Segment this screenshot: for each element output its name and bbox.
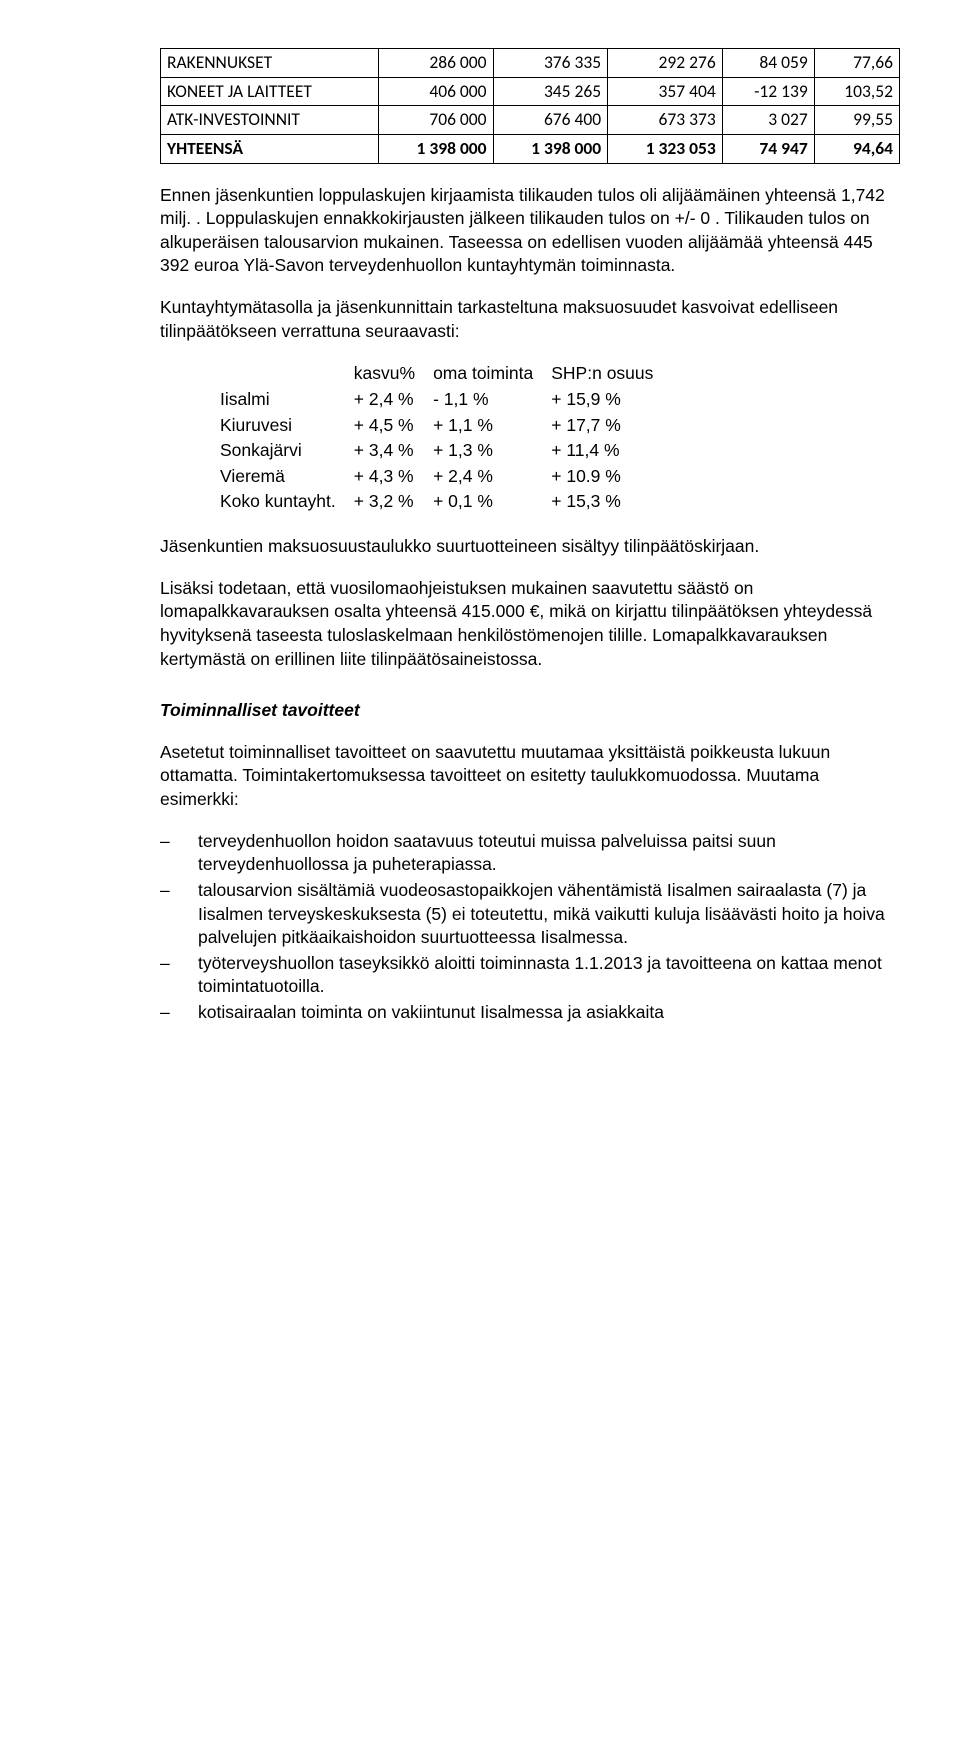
cell-value: + 1,3 %: [433, 438, 551, 464]
table-header-row: kasvu% oma toiminta SHP:n osuus: [220, 361, 671, 387]
cell-value: 345 265: [493, 77, 608, 106]
cell-header: kasvu%: [354, 361, 433, 387]
list-item: kotisairaalan toiminta on vakiintunut Ii…: [160, 1001, 900, 1025]
cell-value: 84 059: [722, 49, 814, 78]
cell-label: YHTEENSÄ: [161, 134, 379, 163]
cell-value: + 17,7 %: [551, 413, 671, 439]
cell-label: Vieremä: [220, 464, 354, 490]
cell-value: + 3,2 %: [354, 489, 433, 515]
cell-value: + 4,5 %: [354, 413, 433, 439]
table-row: Vieremä + 4,3 % + 2,4 % + 10.9 %: [220, 464, 671, 490]
table-row: Sonkajärvi + 3,4 % + 1,3 % + 11,4 %: [220, 438, 671, 464]
cell-value: 103,52: [814, 77, 899, 106]
cell-value: + 0,1 %: [433, 489, 551, 515]
cell-value: 74 947: [722, 134, 814, 163]
cell-header: oma toiminta: [433, 361, 551, 387]
paragraph: Kuntayhtymätasolla ja jäsenkunnittain ta…: [160, 296, 900, 343]
table-row: Iisalmi + 2,4 % - 1,1 % + 15,9 %: [220, 387, 671, 413]
bullet-list: terveydenhuollon hoidon saatavuus toteut…: [160, 830, 900, 1025]
cell-value: + 2,4 %: [354, 387, 433, 413]
table-row: ATK-INVESTOINNIT 706 000 676 400 673 373…: [161, 106, 900, 135]
cell-value: + 3,4 %: [354, 438, 433, 464]
cell-value: + 15,9 %: [551, 387, 671, 413]
cell-value: 1 398 000: [378, 134, 493, 163]
cell-value: 77,66: [814, 49, 899, 78]
cell-label: KONEET JA LAITTEET: [161, 77, 379, 106]
cell-value: 292 276: [608, 49, 723, 78]
cell-value: 94,64: [814, 134, 899, 163]
table-row: Kiuruvesi + 4,5 % + 1,1 % + 17,7 %: [220, 413, 671, 439]
cell-value: - 1,1 %: [433, 387, 551, 413]
section-heading: Toiminnalliset tavoitteet: [160, 699, 900, 723]
paragraph: Lisäksi todetaan, että vuosilomaohjeistu…: [160, 577, 900, 672]
list-item: työterveyshuollon taseyksikkö aloitti to…: [160, 952, 900, 999]
paragraph: Ennen jäsenkuntien loppulaskujen kirjaam…: [160, 184, 900, 279]
cell-header: SHP:n osuus: [551, 361, 671, 387]
cell-value: 1 323 053: [608, 134, 723, 163]
paragraph: Asetetut toiminnalliset tavoitteet on sa…: [160, 741, 900, 812]
cell-value: + 10.9 %: [551, 464, 671, 490]
cell-value: 376 335: [493, 49, 608, 78]
table-total-row: YHTEENSÄ 1 398 000 1 398 000 1 323 053 7…: [161, 134, 900, 163]
cell-value: 673 373: [608, 106, 723, 135]
cell-value: 357 404: [608, 77, 723, 106]
cell-value: 706 000: [378, 106, 493, 135]
table-row: RAKENNUKSET 286 000 376 335 292 276 84 0…: [161, 49, 900, 78]
table-row: Koko kuntayht. + 3,2 % + 0,1 % + 15,3 %: [220, 489, 671, 515]
cell-value: -12 139: [722, 77, 814, 106]
cell-value: 3 027: [722, 106, 814, 135]
cell-value: + 1,1 %: [433, 413, 551, 439]
list-item: terveydenhuollon hoidon saatavuus toteut…: [160, 830, 900, 877]
cell-value: + 11,4 %: [551, 438, 671, 464]
cell-value: + 2,4 %: [433, 464, 551, 490]
cell-value: 676 400: [493, 106, 608, 135]
cell-label: Iisalmi: [220, 387, 354, 413]
cell-header: [220, 361, 354, 387]
table-row: KONEET JA LAITTEET 406 000 345 265 357 4…: [161, 77, 900, 106]
cell-value: + 4,3 %: [354, 464, 433, 490]
list-item: talousarvion sisältämiä vuodeosastopaikk…: [160, 879, 900, 950]
cell-value: 286 000: [378, 49, 493, 78]
investment-table: RAKENNUKSET 286 000 376 335 292 276 84 0…: [160, 48, 900, 164]
cell-value: 99,55: [814, 106, 899, 135]
growth-table: kasvu% oma toiminta SHP:n osuus Iisalmi …: [220, 361, 671, 515]
paragraph: Jäsenkuntien maksuosuustaulukko suurtuot…: [160, 535, 900, 559]
cell-label: Kiuruvesi: [220, 413, 354, 439]
cell-label: Koko kuntayht.: [220, 489, 354, 515]
cell-label: Sonkajärvi: [220, 438, 354, 464]
cell-value: + 15,3 %: [551, 489, 671, 515]
cell-value: 406 000: [378, 77, 493, 106]
cell-label: RAKENNUKSET: [161, 49, 379, 78]
cell-value: 1 398 000: [493, 134, 608, 163]
cell-label: ATK-INVESTOINNIT: [161, 106, 379, 135]
